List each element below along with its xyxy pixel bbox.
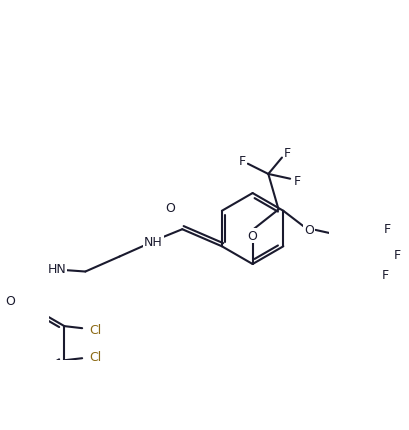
Text: F: F <box>293 175 300 188</box>
Text: O: O <box>303 224 313 237</box>
Text: O: O <box>165 201 175 215</box>
Text: F: F <box>283 146 290 159</box>
Text: F: F <box>381 269 388 282</box>
Text: O: O <box>5 294 15 307</box>
Text: F: F <box>393 249 400 261</box>
Text: O: O <box>247 229 257 242</box>
Text: Cl: Cl <box>90 323 102 336</box>
Text: Cl: Cl <box>90 350 102 363</box>
Text: NH: NH <box>144 236 163 249</box>
Text: HN: HN <box>47 262 66 275</box>
Text: F: F <box>238 154 245 167</box>
Text: F: F <box>383 222 390 236</box>
